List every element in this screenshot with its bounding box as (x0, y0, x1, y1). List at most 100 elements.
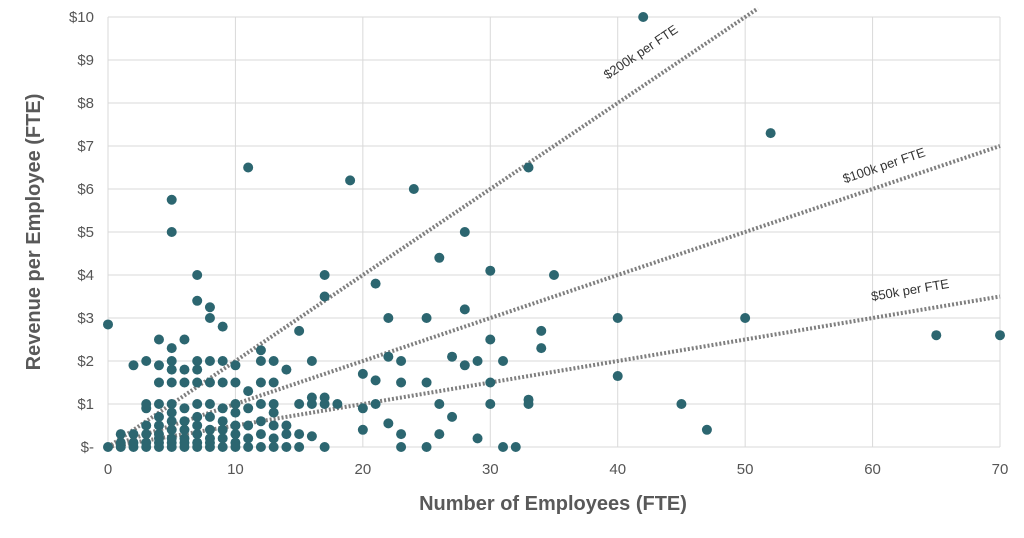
data-point (192, 429, 203, 440)
data-point (765, 128, 776, 139)
data-point (204, 377, 215, 388)
data-point (523, 394, 534, 405)
data-point (319, 392, 330, 403)
data-point (230, 420, 241, 431)
data-point (217, 403, 228, 414)
y-tick-label: $2 (77, 353, 94, 370)
data-point (370, 375, 381, 386)
x-tick-label: 40 (609, 461, 626, 478)
data-point (179, 334, 190, 345)
data-point (294, 442, 305, 452)
data-point (243, 433, 254, 444)
data-point (676, 399, 687, 409)
data-point (268, 442, 279, 452)
data-point (383, 351, 394, 362)
data-point (306, 356, 317, 366)
data-point (459, 360, 470, 371)
data-point (294, 399, 305, 409)
data-point (281, 442, 292, 452)
data-point (268, 377, 279, 388)
data-point (166, 377, 177, 388)
data-point (217, 424, 228, 435)
x-tick-label: 60 (864, 461, 881, 478)
data-point (447, 351, 458, 362)
data-point (498, 442, 509, 452)
reference-lines: $200k per FTE $100k per FTE $50k per FTE (106, 6, 1001, 449)
data-point (498, 356, 509, 366)
data-point (204, 424, 215, 435)
data-point (447, 411, 458, 422)
y-tick-label: $10 (69, 9, 94, 26)
y-tick-label: $9 (77, 52, 94, 69)
data-point (204, 302, 215, 313)
data-point (230, 360, 241, 371)
gridlines (107, 16, 1001, 448)
data-point (357, 403, 368, 414)
data-point (396, 356, 407, 366)
data-point (192, 270, 203, 280)
data-point (217, 433, 228, 444)
data-point (141, 420, 152, 431)
data-point (472, 356, 483, 366)
data-point (319, 291, 330, 302)
data-point (217, 356, 228, 366)
data-point (153, 399, 164, 409)
data-point (166, 399, 177, 409)
data-point (192, 364, 203, 375)
data-point (230, 399, 241, 409)
data-point (243, 420, 254, 431)
data-point (306, 392, 317, 403)
data-point (332, 399, 343, 409)
data-point (281, 364, 292, 375)
data-point (281, 429, 292, 440)
data-point (166, 227, 177, 237)
data-point (230, 437, 241, 448)
data-point (408, 184, 419, 194)
data-point (179, 416, 190, 427)
data-point (268, 356, 279, 366)
data-point (306, 431, 317, 442)
data-point (383, 418, 394, 429)
x-axis-title: Number of Employees (FTE) (419, 493, 687, 515)
data-point (179, 403, 190, 414)
data-point (128, 360, 139, 371)
data-point (204, 356, 215, 366)
y-tick-label: $- (81, 439, 94, 456)
y-tick-label: $1 (77, 396, 94, 413)
reference-line-2 (107, 294, 1001, 449)
y-tick-label: $3 (77, 310, 94, 327)
data-point (179, 433, 190, 444)
data-point (485, 377, 496, 388)
data-point (153, 360, 164, 371)
data-point (255, 416, 266, 427)
data-point (204, 313, 215, 323)
data-point (255, 399, 266, 409)
y-tick-label: $5 (77, 224, 94, 241)
data-point (396, 429, 407, 440)
reference-line-0 (106, 6, 760, 449)
data-point (166, 416, 177, 427)
data-point (217, 442, 228, 452)
data-point (153, 420, 164, 431)
data-point (192, 399, 203, 409)
data-point (166, 407, 177, 418)
data-point (421, 313, 432, 323)
data-point (268, 420, 279, 431)
data-point (638, 12, 649, 22)
data-point (204, 433, 215, 444)
data-point (255, 429, 266, 440)
data-point (141, 356, 152, 366)
y-tick-label: $8 (77, 95, 94, 112)
data-point (166, 194, 177, 205)
data-point (995, 330, 1005, 341)
data-point (421, 442, 432, 452)
data-point (243, 403, 254, 414)
data-point (153, 411, 164, 422)
data-point (294, 429, 305, 440)
data-point (472, 433, 483, 444)
data-point (370, 278, 381, 289)
data-point (459, 304, 470, 315)
data-point (536, 325, 547, 336)
reference-line-label-2: $50k per FTE (870, 276, 950, 304)
